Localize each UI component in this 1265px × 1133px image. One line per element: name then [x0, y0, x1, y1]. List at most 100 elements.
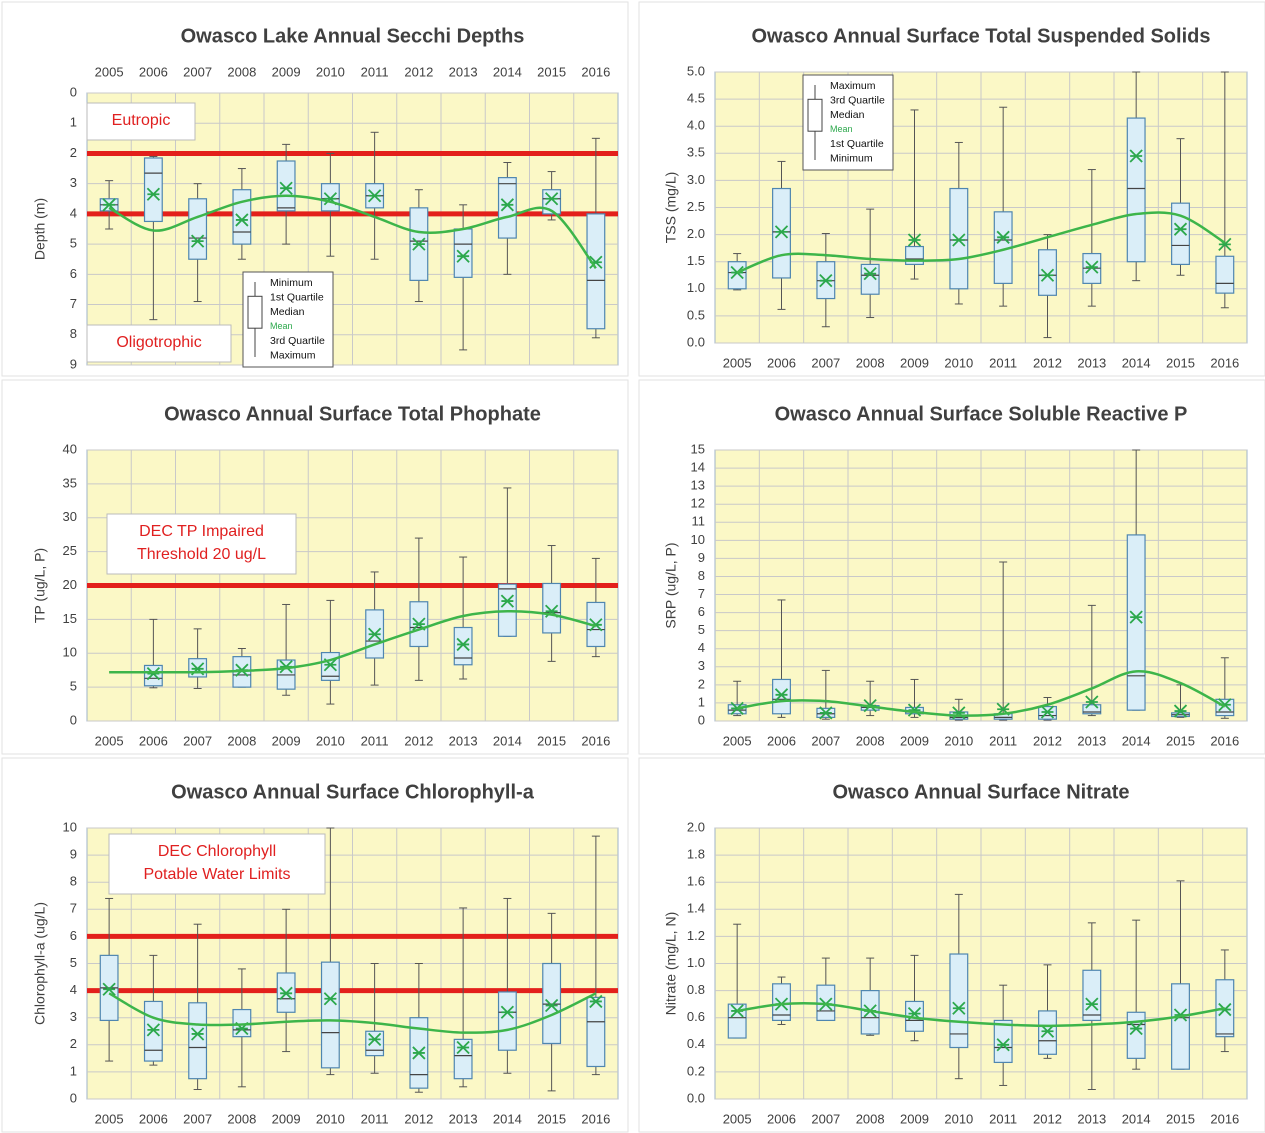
x-tick-label: 2014: [1122, 355, 1151, 370]
mean-marker: [1129, 1021, 1143, 1036]
legend-label: Median: [270, 306, 305, 318]
plot: 0 5 10 15 20 25 30 35 40 2005 2006 2007 2008 2009 2010…: [63, 441, 619, 748]
y-tick-label: 2: [698, 676, 705, 691]
x-tick-label: 2011: [989, 1111, 1017, 1126]
box: [586, 213, 606, 330]
chart-title: Owasco Annual Surface Soluble Reactive P: [775, 403, 1188, 425]
x-tick-label: 2014: [493, 64, 522, 79]
x-tick-label: 2015: [537, 1111, 566, 1126]
box: [143, 1000, 163, 1062]
annotation-text: Oligotrophic: [116, 334, 201, 351]
legend-glyph: [807, 98, 823, 132]
x-tick-label: 2012: [1033, 733, 1062, 748]
x-tick-label: 2016: [581, 64, 610, 79]
y-tick-label: 15: [63, 611, 77, 626]
y-tick-label: 3.5: [687, 145, 705, 160]
box: [1082, 969, 1102, 1022]
y-tick-label: 0.8: [687, 982, 705, 997]
x-tick-label: 2011: [361, 64, 389, 79]
y-tick-label: 3: [70, 1009, 77, 1024]
mean-marker: [1040, 268, 1055, 282]
box: [188, 1002, 208, 1080]
y-tick-label: 20: [63, 577, 77, 592]
box: [860, 263, 880, 295]
legend-label: Mean: [270, 321, 293, 331]
legend-label: 1st Quartile: [830, 138, 884, 150]
x-tick-label: 2016: [1210, 733, 1239, 748]
box: [1082, 704, 1102, 715]
y-tick-label: 40: [63, 441, 77, 456]
mean-marker: [1085, 997, 1099, 1011]
y-tick-label: 1: [698, 694, 705, 709]
x-tick-label: 2016: [1210, 1111, 1239, 1126]
mean-marker: [544, 998, 559, 1013]
x-tick-label: 2012: [404, 1111, 433, 1126]
annotation-box: [106, 513, 297, 575]
mean-marker: [146, 187, 161, 201]
y-tick-label: 5: [70, 679, 77, 694]
box: [1171, 202, 1190, 266]
mean-marker: [456, 1040, 470, 1055]
y-tick-label: 3: [698, 658, 705, 673]
y-tick-label: 1.0: [687, 280, 705, 295]
y-tick-label: 4: [698, 640, 705, 655]
x-tick-label: 2010: [944, 1111, 973, 1126]
plot: 0.0 0.2 0.4 0.6 0.8 1.0 1.2 1.4 1.6 1.8 2.0 2005 200…: [687, 819, 1248, 1126]
legend-label: Maximum: [270, 349, 316, 361]
y-tick-label: 4.5: [687, 91, 705, 106]
x-tick-label: 2011: [361, 733, 389, 748]
y-tick-label: 1.8: [687, 847, 705, 862]
x-tick-label: 2013: [1077, 355, 1106, 370]
x-tick-label: 2006: [767, 733, 796, 748]
box: [772, 678, 791, 715]
mean-marker: [279, 181, 293, 195]
mean-marker: [102, 982, 116, 996]
x-tick-label: 2012: [404, 64, 433, 79]
mean-marker: [190, 234, 205, 248]
y-tick-label: 9: [70, 847, 77, 862]
x-tick-label: 2014: [1122, 733, 1151, 748]
mean-marker: [500, 594, 515, 608]
mean-marker: [952, 1001, 966, 1015]
y-tick-label: 2: [70, 1036, 77, 1051]
y-tick-label: 0.6: [687, 1009, 705, 1024]
box: [727, 1003, 747, 1039]
box: [320, 961, 340, 1069]
x-tick-label: 2007: [183, 1111, 212, 1126]
y-tick-label: 10: [63, 819, 77, 834]
x-tick-label: 2006: [139, 64, 168, 79]
trend-line: [108, 992, 597, 1034]
box: [497, 177, 517, 239]
mean-marker: [1173, 704, 1188, 718]
box: [232, 189, 252, 245]
mean-marker: [1173, 222, 1188, 236]
box: [1215, 255, 1235, 294]
mean-marker: [367, 1032, 382, 1047]
legend-label: 3rd Quartile: [830, 94, 885, 106]
mean-marker: [412, 1046, 426, 1060]
y-tick-label: 11: [692, 514, 706, 529]
mean-marker: [544, 192, 559, 206]
mean-marker: [412, 237, 426, 251]
x-tick-label: 2012: [1033, 355, 1062, 370]
box: [143, 664, 163, 687]
mean-marker: [952, 233, 966, 247]
x-tick-label: 2011: [989, 355, 1017, 370]
box: [772, 187, 791, 279]
mean-marker: [907, 703, 922, 717]
x-tick-label: 2005: [723, 733, 752, 748]
y-tick-label: 10: [691, 532, 705, 547]
x-tick-label: 2013: [1077, 1111, 1106, 1126]
mean-marker: [190, 1027, 205, 1041]
box: [772, 983, 791, 1022]
box: [1038, 249, 1057, 296]
y-tick-label: 10: [63, 645, 77, 660]
y-tick-label: 2.0: [687, 226, 705, 241]
y-tick-label: 5: [70, 955, 77, 970]
y-tick-label: 0.5: [687, 307, 705, 322]
trend-line: [736, 211, 1226, 274]
y-tick-label: 25: [63, 543, 77, 558]
x-tick-label: 2011: [361, 1111, 389, 1126]
box: [1171, 983, 1190, 1070]
annotation-text: DEC Chlorophyll: [158, 843, 276, 860]
